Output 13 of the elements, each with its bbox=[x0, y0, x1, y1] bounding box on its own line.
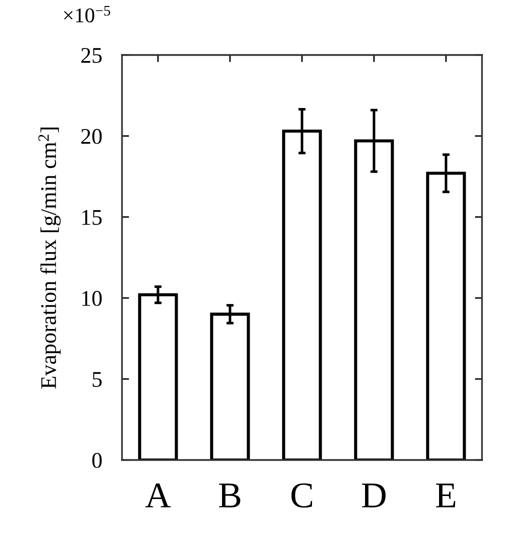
y-tick-label: 5 bbox=[92, 372, 102, 387]
y-tick-label: 20 bbox=[81, 128, 102, 144]
y-axis-title: Evaporation flux [g/min cm$^{2}$] bbox=[38, 128, 61, 389]
x-tick-label: E bbox=[436, 484, 456, 508]
x-tick-label: C bbox=[291, 483, 312, 508]
y-tick-label: 25 bbox=[81, 48, 102, 63]
y-tick-label: 15 bbox=[82, 210, 102, 225]
x-tick-label: A bbox=[145, 483, 171, 508]
text: ×10$^{−5}$ bbox=[64, 6, 110, 22]
x-tick-label: D bbox=[362, 484, 386, 508]
y-tick-label: 10 bbox=[82, 290, 102, 306]
y-tick-label: 0 bbox=[92, 452, 102, 468]
x-tick-label: B bbox=[218, 484, 240, 508]
